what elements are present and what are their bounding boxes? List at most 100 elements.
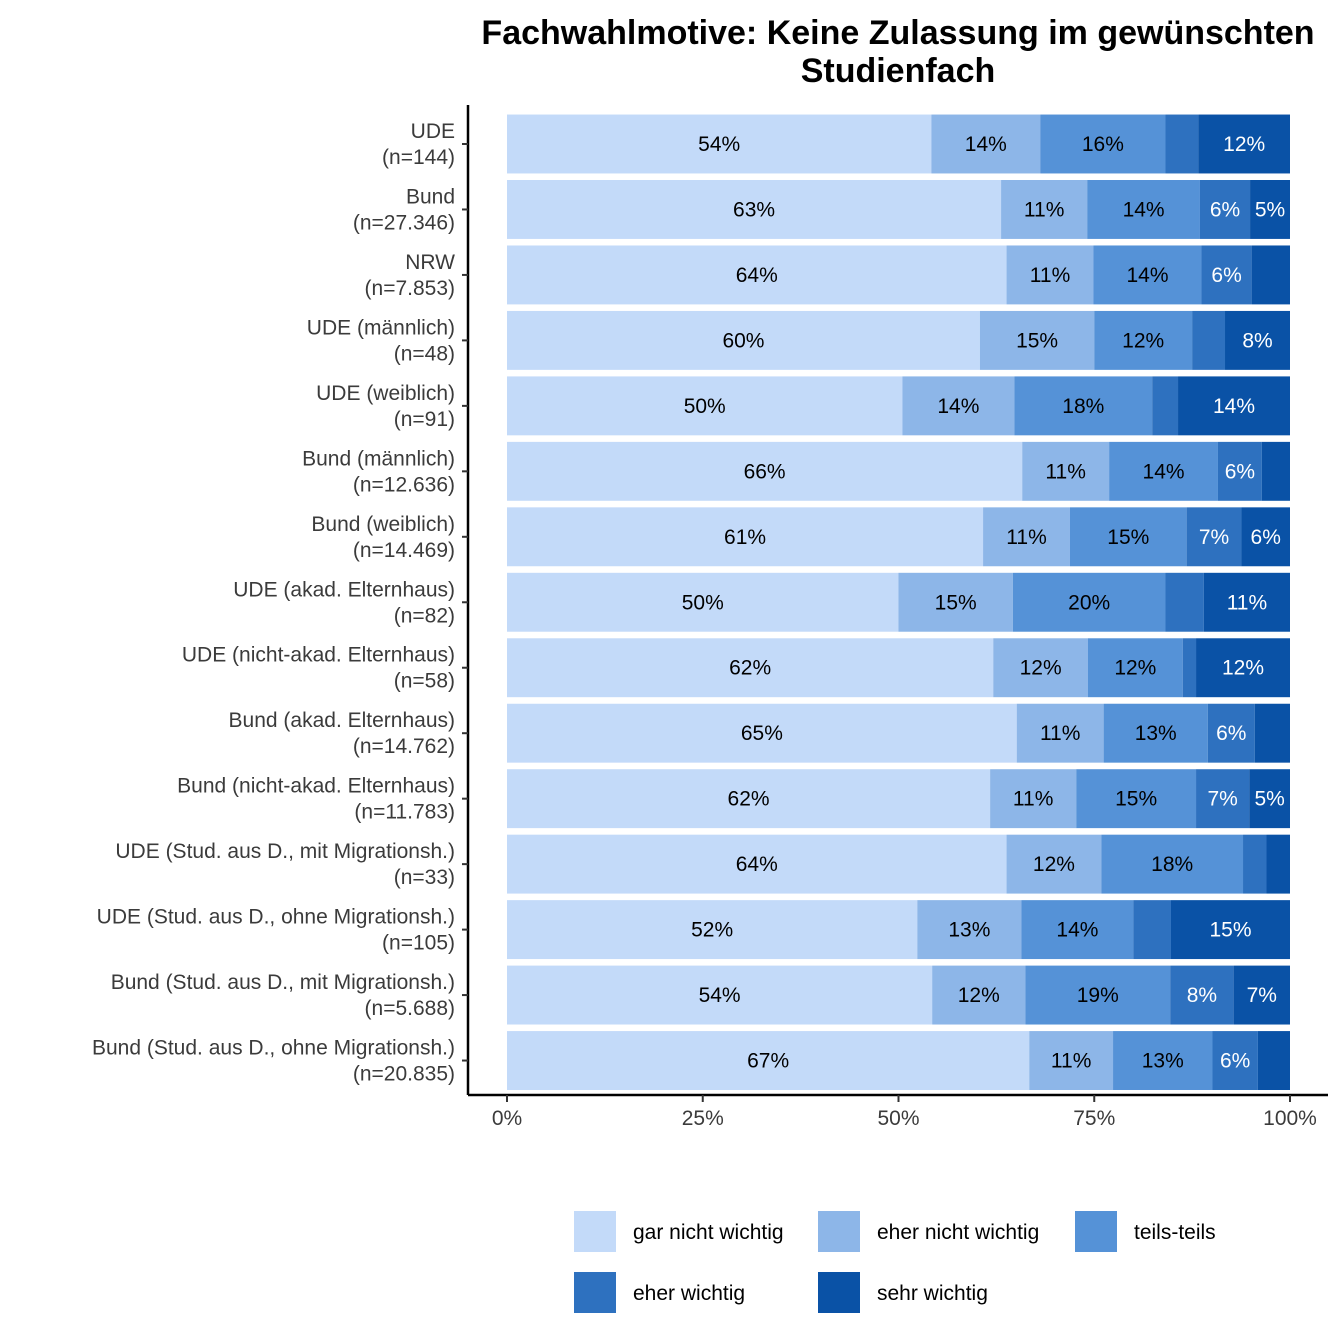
category-label: (n=14.762) <box>353 735 455 758</box>
bar-segment <box>1225 310 1290 370</box>
data-label: 6% <box>1220 1050 1250 1073</box>
data-label: 15% <box>1107 526 1149 549</box>
data-label: 12% <box>1033 853 1075 876</box>
bar-segment <box>979 310 1095 370</box>
data-label: 5% <box>1255 198 1285 221</box>
data-label: 12% <box>1122 329 1164 352</box>
data-label: 11% <box>1040 722 1080 745</box>
data-label: 64% <box>736 853 778 876</box>
data-label: 6% <box>1251 526 1281 549</box>
data-label: 18% <box>1151 853 1193 876</box>
data-label: 64% <box>736 264 778 287</box>
bar-segment <box>1025 965 1171 1025</box>
data-label: 11% <box>1227 591 1267 614</box>
chart-title-line: Studienfach <box>801 52 996 90</box>
x-tick-label: 0% <box>492 1107 522 1130</box>
data-label: 13% <box>1135 722 1177 745</box>
data-label: 12% <box>958 984 1000 1007</box>
bar-segment <box>1076 769 1197 829</box>
bars: 54% 14% 16% 12% UDE (n=144) 63% 11% 14% 6% 5% Bund (… <box>92 114 1290 1090</box>
bar-segment <box>507 507 984 567</box>
data-label: 11% <box>1013 788 1053 811</box>
legend-key <box>574 1211 616 1252</box>
category-label: (n=105) <box>382 932 455 955</box>
category-label: UDE (weiblich) <box>316 382 455 405</box>
bar-segment <box>1217 441 1262 501</box>
bar-segment <box>1152 376 1179 436</box>
bar-segment <box>507 900 918 960</box>
data-label: 63% <box>733 198 775 221</box>
bar-segment <box>507 180 1002 239</box>
category-label: (n=20.835) <box>353 1063 455 1086</box>
category-label: Bund (weiblich) <box>311 513 455 536</box>
category-label: Bund (akad. Elternhaus) <box>229 709 455 732</box>
bar-segment <box>1249 769 1290 829</box>
category-label: (n=48) <box>394 342 455 365</box>
data-label: 5% <box>1254 788 1284 811</box>
data-label: 61% <box>724 526 766 549</box>
data-label: 62% <box>728 788 770 811</box>
bar-segment <box>1069 507 1187 567</box>
data-label: 60% <box>722 329 764 352</box>
bar-segment <box>1170 900 1290 960</box>
bar-segment <box>1006 834 1102 894</box>
category-label: UDE (nicht-akad. Elternhaus) <box>182 644 455 667</box>
legend-key <box>574 1272 616 1313</box>
bar-segment <box>1178 376 1290 436</box>
bar-segment <box>1040 114 1166 174</box>
x-tick-label: 50% <box>877 1107 919 1130</box>
category-label: (n=11.783) <box>354 801 455 824</box>
bar-segment <box>507 376 903 436</box>
bar-segment <box>1001 180 1088 239</box>
category-label: (n=14.469) <box>353 539 455 562</box>
bar-segment <box>1109 441 1218 501</box>
category-label: UDE (Stud. aus D., mit Migrationsh.) <box>115 840 455 863</box>
category-label: NRW <box>405 251 455 274</box>
data-label: 11% <box>1006 526 1046 549</box>
bar-segment <box>1165 572 1204 632</box>
data-label: 11% <box>1051 1050 1091 1073</box>
bar-segment <box>507 965 933 1025</box>
bar-segment <box>507 638 994 698</box>
bar-segment <box>1165 114 1199 174</box>
bar-segment <box>1133 900 1171 960</box>
data-label: 54% <box>698 133 740 156</box>
data-label: 13% <box>948 919 990 942</box>
data-label: 11% <box>1024 198 1064 221</box>
legend-label: eher nicht wichtig <box>877 1221 1039 1244</box>
legend-label: teils-teils <box>1134 1221 1216 1244</box>
bar-segment <box>1093 245 1202 305</box>
legend-label: sehr wichtig <box>877 1282 988 1305</box>
data-label: 14% <box>1143 460 1185 483</box>
data-label: 54% <box>699 984 741 1007</box>
bar-segment <box>983 507 1070 567</box>
bar-segment <box>1101 834 1244 894</box>
chart-title: Fachwahlmotive: Keine Zulassung im gewün… <box>481 14 1314 90</box>
data-label: 8% <box>1242 329 1272 352</box>
data-label: 7% <box>1199 526 1229 549</box>
bar-segment <box>1203 572 1290 632</box>
bar-segment <box>1241 507 1290 567</box>
data-label: 62% <box>729 657 771 680</box>
data-label: 14% <box>1126 264 1168 287</box>
legend-label: eher wichtig <box>633 1282 745 1305</box>
data-label: 15% <box>1016 329 1058 352</box>
chart-title-line: Fachwahlmotive: Keine Zulassung im gewün… <box>481 14 1314 52</box>
data-label: 14% <box>1056 919 1098 942</box>
bar-segment <box>507 441 1023 501</box>
bar-segment <box>1012 572 1166 632</box>
data-label: 15% <box>935 591 977 614</box>
bar-segment <box>1207 703 1255 763</box>
bar-segment <box>1170 965 1234 1025</box>
bar-segment <box>1250 180 1290 239</box>
data-label: 6% <box>1225 460 1255 483</box>
category-label: Bund (Stud. aus D., ohne Migrationsh.) <box>92 1037 455 1060</box>
data-label: 15% <box>1209 919 1251 942</box>
category-label: UDE (männlich) <box>307 316 455 339</box>
category-label: Bund <box>406 185 455 208</box>
data-label: 18% <box>1062 395 1104 418</box>
data-label: 15% <box>1115 788 1157 811</box>
bar-segment <box>898 572 1013 632</box>
bar-segment <box>1029 1031 1114 1090</box>
